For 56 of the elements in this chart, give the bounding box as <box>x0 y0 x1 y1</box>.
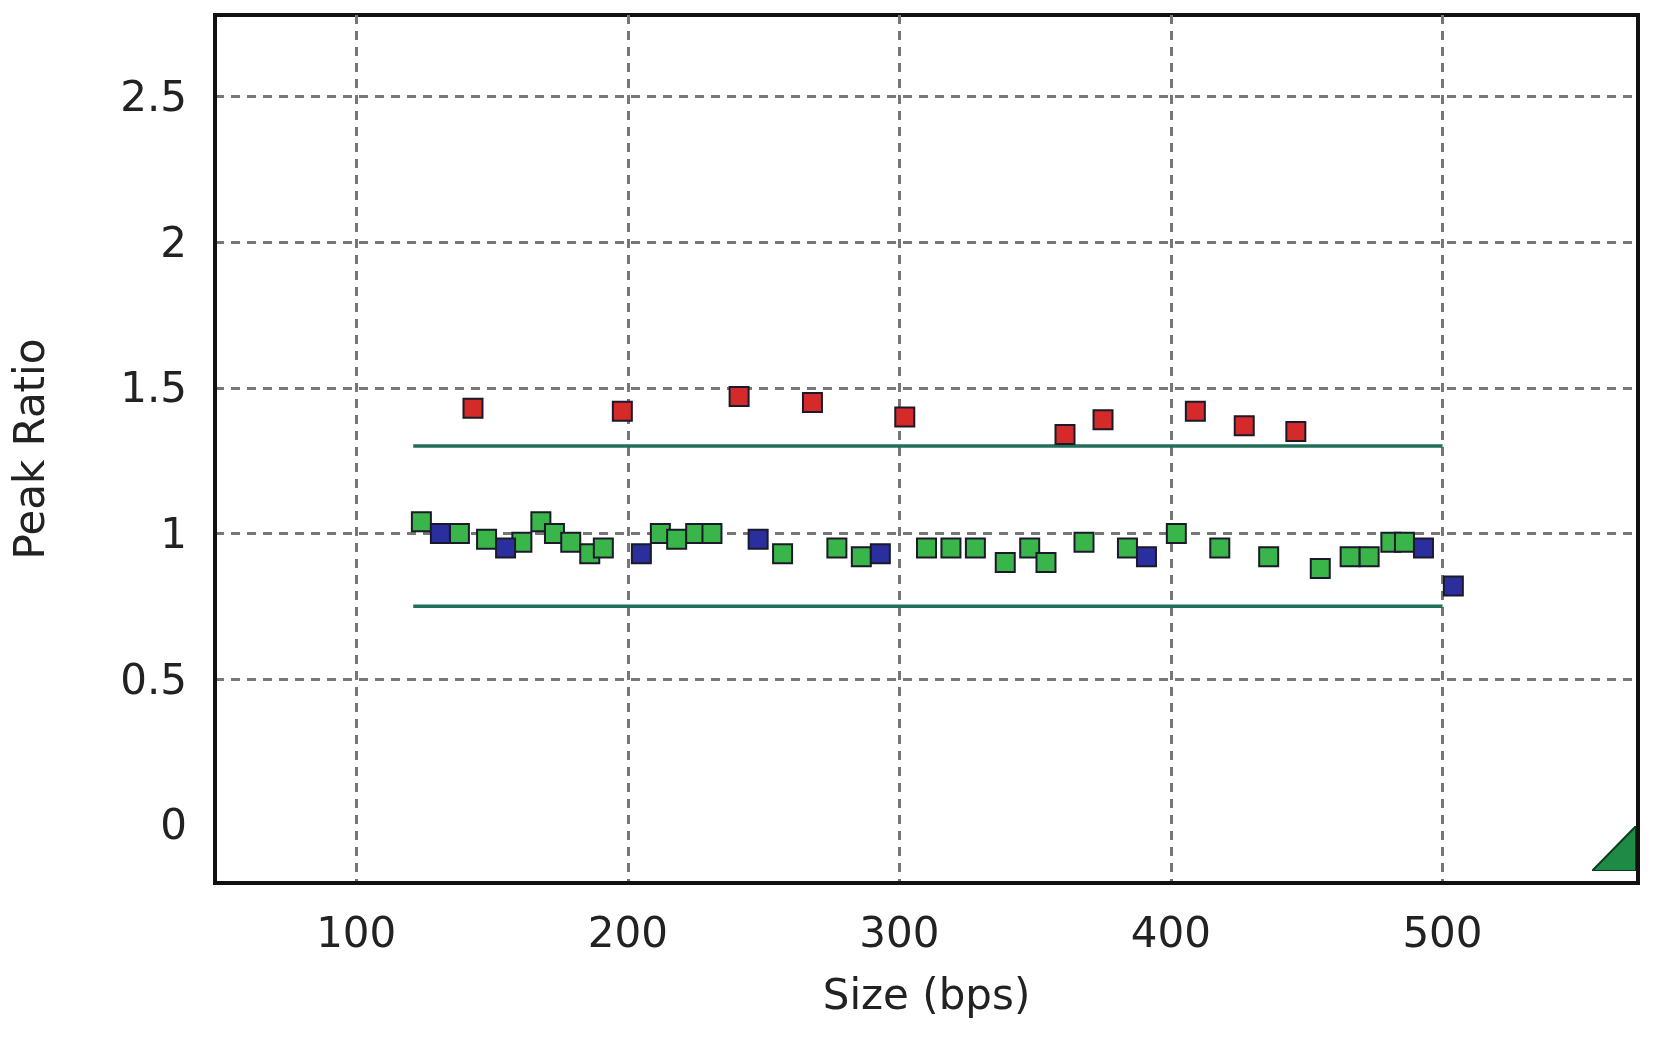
x-axis-title: Size (bps) <box>822 969 1031 1019</box>
point <box>964 537 986 559</box>
point <box>1339 546 1361 568</box>
point <box>869 543 891 565</box>
point <box>429 522 451 544</box>
point <box>1393 531 1415 553</box>
point <box>826 537 848 559</box>
point <box>1116 537 1138 559</box>
x-tick-label: 100 <box>316 907 397 957</box>
x-tick-label: 500 <box>1402 907 1483 957</box>
point <box>1184 400 1206 422</box>
point <box>560 531 582 553</box>
point <box>1412 537 1434 559</box>
y-axis-title: Peak Ratio <box>4 338 54 560</box>
point <box>666 528 688 550</box>
y-tick-label: 1.5 <box>120 363 187 413</box>
point <box>1092 409 1114 431</box>
point <box>462 397 484 419</box>
y-tick-label: 2 <box>160 217 187 267</box>
point <box>630 543 652 565</box>
point <box>801 391 823 413</box>
point <box>611 400 633 422</box>
point <box>728 386 750 408</box>
point <box>592 537 614 559</box>
point <box>772 543 794 565</box>
point <box>476 528 498 550</box>
x-tick-label: 400 <box>1130 907 1211 957</box>
point <box>1442 575 1464 597</box>
point <box>410 511 432 533</box>
point <box>894 406 916 428</box>
point <box>1209 537 1231 559</box>
point <box>1054 423 1076 445</box>
point <box>940 537 962 559</box>
y-tick-label: 1 <box>160 508 187 558</box>
point <box>916 537 937 559</box>
point <box>701 522 723 544</box>
point <box>850 546 872 568</box>
point <box>747 528 769 550</box>
x-tick-label: 300 <box>859 907 940 957</box>
y-tick-label: 0 <box>160 800 187 850</box>
point <box>1233 415 1255 437</box>
point <box>1035 552 1057 574</box>
point <box>495 537 517 559</box>
point <box>994 552 1016 574</box>
point <box>1285 421 1307 443</box>
point <box>448 522 470 544</box>
y-tick-label: 2.5 <box>120 72 187 122</box>
point <box>1135 546 1157 568</box>
point <box>1309 557 1331 579</box>
point <box>1258 546 1280 568</box>
point <box>1019 537 1041 559</box>
x-tick-label: 200 <box>587 907 668 957</box>
point <box>1165 522 1187 544</box>
point <box>1358 546 1380 568</box>
point <box>1073 531 1095 553</box>
y-tick-label: 0.5 <box>120 654 187 704</box>
